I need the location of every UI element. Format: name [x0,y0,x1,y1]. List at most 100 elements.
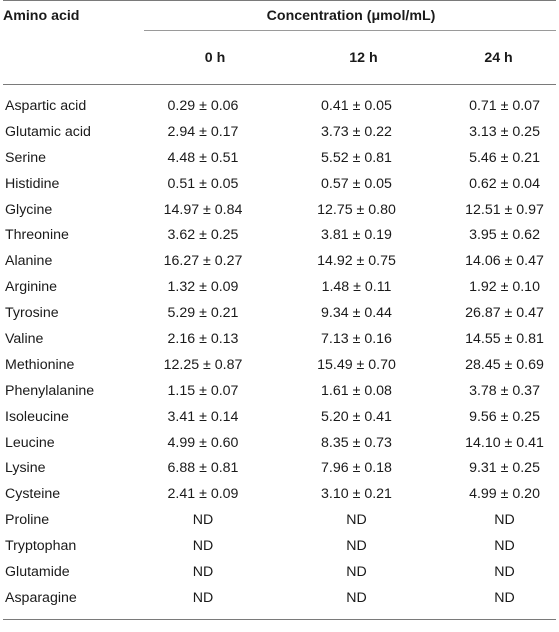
value-12h-cell: 9.34 ± 0.44 [321,305,392,322]
value-24h-cell: 9.31 ± 0.25 [469,460,540,477]
value-12h-cell: 15.49 ± 0.70 [317,356,396,373]
time-header-12h: 12 h [349,49,378,66]
value-12h-cell: 0.41 ± 0.05 [321,97,392,114]
table-row: Arginine 1.32 ± 0.09 1.48 ± 0.11 1.92 ± 0.1… [3,274,556,300]
value-0h-cell: 3.41 ± 0.14 [167,408,239,425]
value-24h-cell: 26.87 ± 0.47 [465,305,544,322]
table-row: Tryptophan ND ND ND [3,533,556,559]
amino-acid-name-cell: Aspartic acid [5,97,87,114]
time-header-0h: 0 h [204,49,226,66]
value-0h-cell: ND [192,589,214,606]
value-12h-cell: 5.52 ± 0.81 [321,149,392,166]
value-24h-cell: ND [494,512,515,529]
value-12h-cell: ND [346,563,367,580]
value-0h-cell: 16.27 ± 0.27 [163,253,243,270]
value-24h-cell: 28.45 ± 0.69 [465,356,544,373]
header-row-times: 0 h 12 h 24 h [3,31,557,85]
value-12h-cell: ND [346,538,367,555]
amino-acid-name-cell: Cysteine [5,486,61,503]
value-24h-cell: 1.92 ± 0.10 [469,279,540,296]
amino-acid-name-cell: Asparagine [5,589,77,606]
amino-acid-name-cell: Arginine [5,279,58,296]
value-24h-cell: 14.10 ± 0.41 [465,434,544,451]
table-row: Lysine 6.88 ± 0.81 7.96 ± 0.18 9.31 ± 0.25 [3,455,556,481]
amino-acid-name-cell: Glutamide [5,563,70,580]
value-12h-cell: 3.10 ± 0.21 [321,486,392,503]
value-0h-cell: 12.25 ± 0.87 [163,356,243,373]
value-12h-cell: 3.73 ± 0.22 [321,123,392,140]
table-row: Methionine 12.25 ± 0.87 15.49 ± 0.70 28.45 … [3,352,556,378]
amino-acid-column-header: Amino acid [3,0,144,31]
amino-acid-name-cell: Serine [5,149,47,166]
table-header: Amino acid Concentration (μmol/mL) 0 h 1… [3,0,557,85]
table-row: Tyrosine 5.29 ± 0.21 9.34 ± 0.44 26.87 ± 0.… [3,300,556,326]
header-row-top: Amino acid Concentration (μmol/mL) [3,0,557,31]
value-0h-cell: 5.29 ± 0.21 [167,305,239,322]
table-row: Glutamic acid 2.94 ± 0.17 3.73 ± 0.22 3.13 … [3,119,556,145]
value-24h-cell: 0.71 ± 0.07 [469,97,540,114]
value-0h-cell: 1.15 ± 0.07 [167,382,239,399]
table-row: Proline ND ND ND [3,507,556,533]
value-12h-cell: 7.96 ± 0.18 [321,460,392,477]
value-0h-cell: ND [192,563,214,580]
value-24h-cell: 12.51 ± 0.97 [465,201,544,218]
amino-acid-name-cell: Phenylalanine [5,382,95,399]
value-12h-cell: 7.13 ± 0.16 [321,330,392,347]
amino-acid-name-cell: Proline [5,512,50,529]
value-12h-cell: ND [346,512,367,529]
amino-acid-name-cell: Methionine [5,356,75,373]
table-row: Serine 4.48 ± 0.51 5.52 ± 0.81 5.46 ± 0.21 [3,145,556,171]
amino-acid-concentration-table: Amino acid Concentration (μmol/mL) 0 h 1… [3,0,557,620]
value-0h-cell: 4.48 ± 0.51 [167,149,239,166]
table-row: Isoleucine 3.41 ± 0.14 5.20 ± 0.41 9.56 ± 0… [3,404,556,430]
value-0h-cell: ND [192,538,214,555]
amino-acid-name-cell: Leucine [5,434,55,451]
value-24h-cell: 3.78 ± 0.37 [469,382,540,399]
amino-acid-name-cell: Valine [5,330,44,347]
table-row: Cysteine 2.41 ± 0.09 3.10 ± 0.21 4.99 ± 0.2… [3,481,556,507]
table-row: Histidine 0.51 ± 0.05 0.57 ± 0.05 0.62 ± 0.… [3,171,556,197]
value-12h-cell: 8.35 ± 0.73 [321,434,392,451]
amino-acid-name-cell: Glycine [5,201,53,218]
table-row: Asparagine ND ND ND [3,585,557,620]
value-12h-cell: ND [346,589,367,606]
value-12h-cell: 3.81 ± 0.19 [321,227,392,244]
value-24h-cell: 0.62 ± 0.04 [469,175,540,192]
value-0h-cell: 14.97 ± 0.84 [163,201,243,218]
value-24h-cell: 4.99 ± 0.20 [469,486,540,503]
value-0h-cell: 3.62 ± 0.25 [167,227,239,244]
value-24h-cell: ND [494,538,515,555]
value-0h-cell: 1.32 ± 0.09 [167,279,239,296]
value-0h-cell: 2.94 ± 0.17 [167,123,239,140]
amino-acid-name-cell: Tyrosine [5,305,59,322]
value-24h-cell: 14.06 ± 0.47 [465,253,544,270]
table-row: Valine 2.16 ± 0.13 7.13 ± 0.16 14.55 ± 0.81 [3,326,556,352]
value-12h-cell: 1.61 ± 0.08 [321,382,392,399]
concentration-group-header: Concentration (μmol/mL) [144,0,557,31]
table-row: Phenylalanine 1.15 ± 0.07 1.61 ± 0.08 3.78 … [3,378,556,404]
value-24h-cell: ND [494,563,515,580]
value-24h-cell: 9.56 ± 0.25 [469,408,540,425]
value-0h-cell: ND [192,512,214,529]
value-0h-cell: 2.16 ± 0.13 [167,330,239,347]
value-24h-cell: 3.95 ± 0.62 [469,227,540,244]
value-24h-cell: 3.13 ± 0.25 [469,123,540,140]
amino-acid-name-cell: Lysine [5,460,46,477]
table-row: Leucine 4.99 ± 0.60 8.35 ± 0.73 14.10 ± 0.4… [3,430,556,456]
table-row: Aspartic acid 0.29 ± 0.06 0.41 ± 0.05 0.71 … [3,85,556,119]
value-0h-cell: 6.88 ± 0.81 [167,460,239,477]
value-24h-cell: ND [494,589,515,606]
header-spacer [3,31,144,85]
amino-acid-name-cell: Tryptophan [5,538,77,555]
time-header-24h: 24 h [484,49,513,66]
table-row: Glutamide ND ND ND [3,559,556,585]
table-body: Aspartic acid 0.29 ± 0.06 0.41 ± 0.05 0.71 … [3,85,557,620]
amino-acid-name-cell: Alanine [5,253,53,270]
value-0h-cell: 2.41 ± 0.09 [167,486,239,503]
value-12h-cell: 1.48 ± 0.11 [321,279,392,296]
value-0h-cell: 0.51 ± 0.05 [167,175,239,192]
amino-acid-name-cell: Isoleucine [5,408,69,425]
value-24h-cell: 14.55 ± 0.81 [465,330,544,347]
concentration-header-rule [144,30,557,31]
